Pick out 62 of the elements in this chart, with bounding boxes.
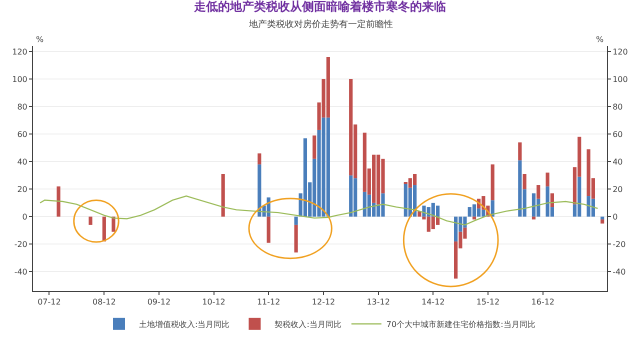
bar	[294, 216, 298, 225]
bar	[56, 186, 60, 217]
y2-tick-label: -20	[612, 240, 626, 249]
bar	[266, 216, 270, 243]
y2-tick-label: 40	[612, 157, 623, 166]
bar	[600, 219, 604, 224]
y2-tick-label: -40	[612, 268, 626, 277]
legend-label: 土地增值税收入:当月同比	[139, 320, 230, 329]
x-tick-label: 15-12	[476, 298, 500, 307]
y-tick-label: -20	[14, 240, 28, 249]
bar	[522, 174, 526, 190]
y2-tick-label: 0	[612, 212, 618, 222]
bar	[546, 172, 550, 186]
x-tick-label: 12-12	[312, 298, 336, 307]
bar	[294, 224, 298, 252]
bar	[472, 204, 476, 217]
line-series	[39, 195, 598, 226]
x-tick-label: 07-12	[38, 298, 61, 307]
bar	[532, 216, 536, 220]
bar	[303, 138, 308, 217]
chart-title: 走低的地产类税收从侧面暗喻着楼市寒冬的来临	[193, 0, 446, 14]
bar	[88, 216, 92, 225]
x-tick-label: 13-12	[366, 298, 390, 307]
bar	[490, 164, 494, 200]
y2-tick-label: 100	[612, 74, 628, 84]
bar	[112, 216, 116, 232]
y-tick-label: -40	[14, 268, 28, 277]
y-tick-label: 100	[12, 74, 28, 84]
y-tick-label: 120	[12, 47, 28, 56]
legend-label: 契税收入:当月同比	[274, 320, 342, 329]
y2-tick-label: 80	[612, 102, 623, 112]
bar	[472, 216, 476, 220]
y-tick-label: 40	[17, 157, 28, 166]
y-tick-label: 0	[22, 212, 28, 222]
x-tick-label: 11-12	[256, 298, 280, 307]
bar	[349, 79, 353, 176]
bar	[600, 216, 604, 220]
y2-tick-label: 20	[612, 184, 623, 194]
y-axis-title: %	[36, 35, 44, 44]
bar	[536, 185, 540, 199]
bar	[532, 193, 536, 217]
y-tick-label: 80	[17, 102, 28, 112]
x-tick-label: 16-12	[531, 298, 555, 307]
x-tick-label: 14-12	[422, 298, 445, 307]
bar	[312, 135, 316, 159]
bar	[258, 153, 262, 164]
x-tick-label: 08-12	[92, 298, 116, 307]
y-tick-label: 60	[17, 130, 28, 139]
bar	[102, 216, 106, 242]
y2-tick-label: 120	[612, 47, 628, 56]
y2-tick-label: 60	[612, 130, 623, 139]
chart-subtitle: 地产类税收对房价走势有一定前瞻性	[248, 19, 393, 30]
bar	[349, 175, 353, 217]
legend-label: 70个大中城市新建住宅价格指数:当月同比	[386, 320, 536, 329]
bar	[221, 174, 225, 217]
y2-axis-title: %	[596, 35, 604, 44]
y-tick-label: 20	[17, 184, 28, 194]
bar	[476, 208, 481, 217]
bar	[518, 142, 522, 160]
bar	[436, 206, 440, 217]
x-tick-label: 10-12	[202, 298, 226, 307]
x-tick-label: 09-12	[147, 298, 171, 307]
